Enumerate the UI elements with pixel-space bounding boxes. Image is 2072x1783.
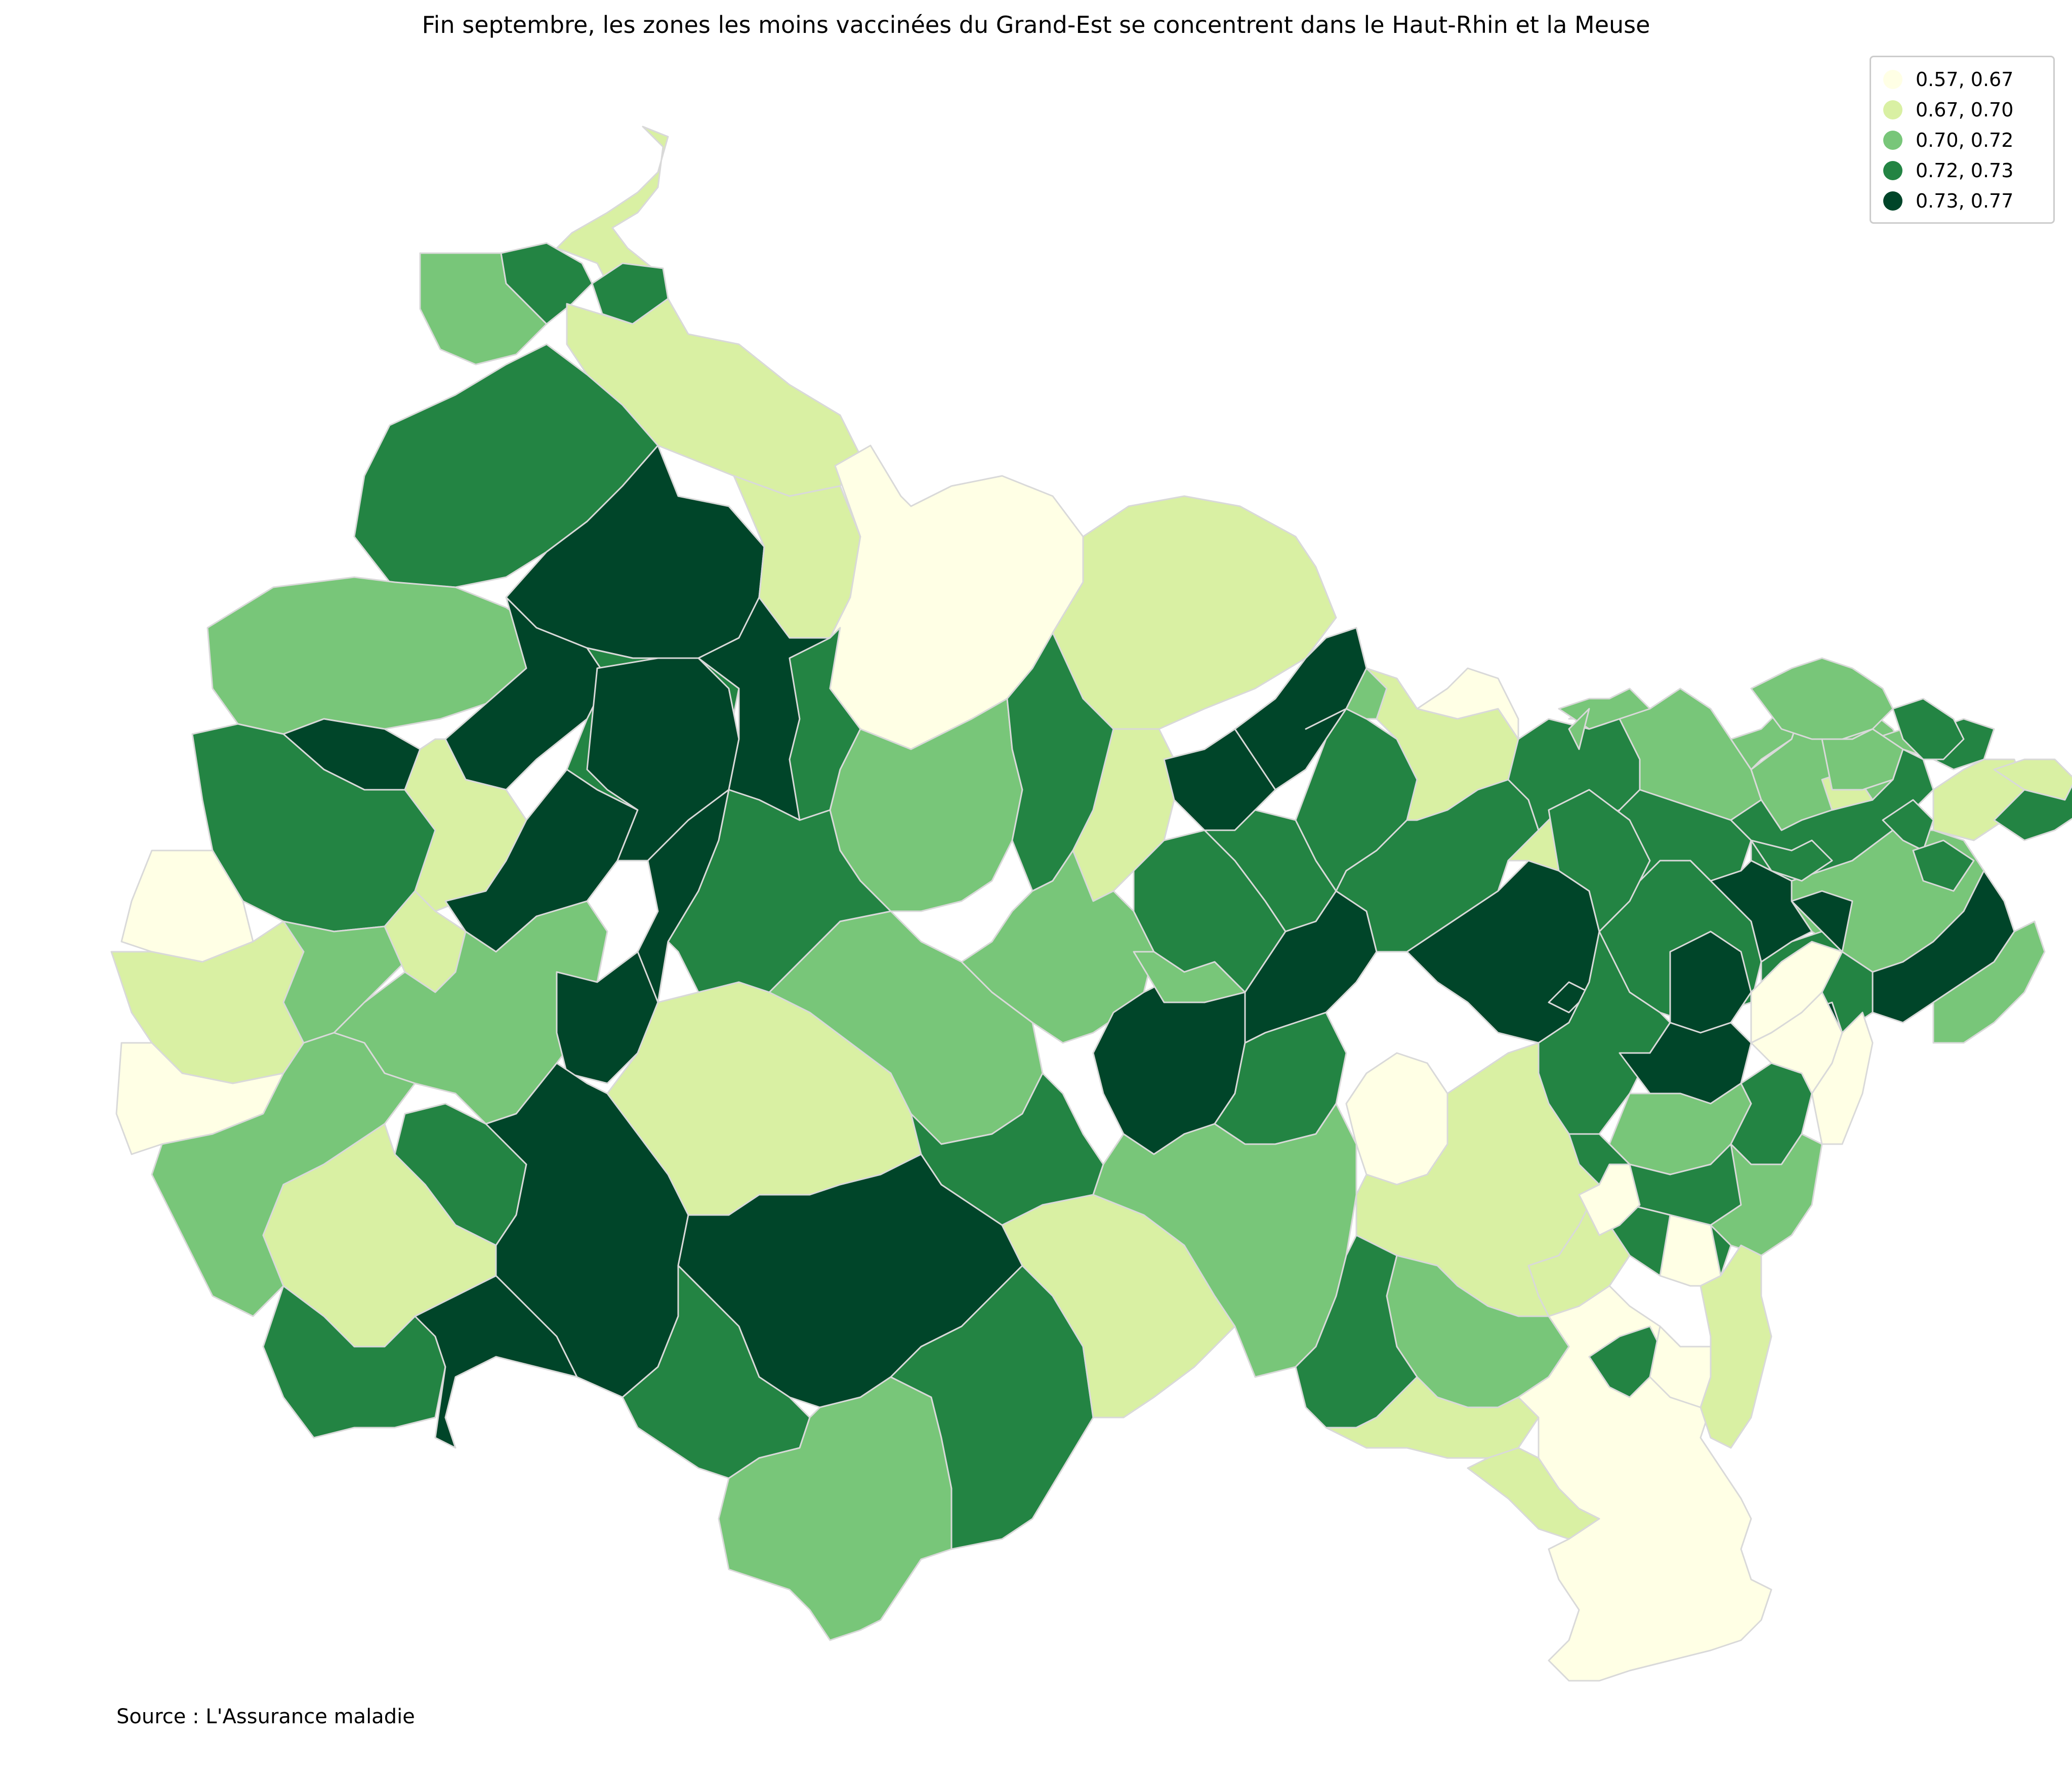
map-zone [1993, 784, 2072, 841]
map-zone [1568, 708, 1590, 750]
map-zone [1548, 789, 1651, 933]
map-zone [718, 1376, 952, 1641]
legend-swatch [1883, 70, 1902, 89]
legend-label: 0.70, 0.72 [1916, 129, 2014, 151]
legend-label: 0.73, 0.77 [1916, 190, 2014, 212]
map-zone [1689, 860, 1813, 963]
legend-entry: 0.72, 0.73 [1883, 155, 2053, 186]
legend-entry: 0.57, 0.67 [1883, 64, 2053, 95]
map-zone [1791, 890, 1853, 953]
legend-swatch [1883, 100, 1902, 119]
legend-swatch [1883, 191, 1902, 211]
map-zone [1821, 728, 1904, 791]
map-zone [414, 1275, 578, 1449]
map-zone [1345, 1052, 1448, 1186]
map-zone [1750, 839, 1833, 882]
legend-entry: 0.67, 0.70 [1883, 95, 2053, 125]
legend-swatch [1883, 161, 1902, 180]
map-zone [1416, 667, 1519, 740]
map-zone [1092, 1103, 1357, 1378]
map-zone [333, 900, 608, 1125]
legend-swatch [1883, 131, 1902, 150]
map-zone [1325, 1376, 1540, 1459]
map-zone [1578, 1163, 1641, 1236]
legend-label: 0.67, 0.70 [1916, 99, 2014, 121]
map-zone [1912, 839, 1975, 892]
map-zone [789, 627, 861, 821]
map-legend: 0.57, 0.67 0.67, 0.70 0.70, 0.72 0.72, 0… [1870, 56, 2055, 224]
map-zone [1163, 728, 1276, 831]
legend-label: 0.72, 0.73 [1916, 159, 2014, 182]
map-zone [1710, 1133, 1823, 1257]
map-zone [621, 1265, 811, 1479]
map-zone [1811, 1011, 1874, 1145]
map-zone [1882, 799, 1934, 852]
legend-label: 0.57, 0.67 [1916, 68, 2014, 91]
map-zone [1295, 1234, 1418, 1429]
map-zone [1072, 728, 1175, 902]
map-zone [1932, 920, 2046, 1044]
map-zone [1335, 779, 1540, 953]
map-zone [1892, 698, 1965, 760]
map-zone [1659, 1214, 1722, 1287]
map-zones [110, 126, 2072, 1682]
map-zone [1649, 1325, 1712, 1408]
source-note: Source : L'Assurance maladie [116, 1705, 415, 1728]
map-zone [637, 789, 730, 1003]
map-zone [1133, 951, 1246, 1003]
legend-entry: 0.73, 0.77 [1883, 186, 2053, 216]
map-zone [890, 1265, 1094, 1550]
chart-title: Fin septembre, les zones les moins vacci… [422, 11, 1650, 38]
legend-entry: 0.70, 0.72 [1883, 125, 2053, 155]
